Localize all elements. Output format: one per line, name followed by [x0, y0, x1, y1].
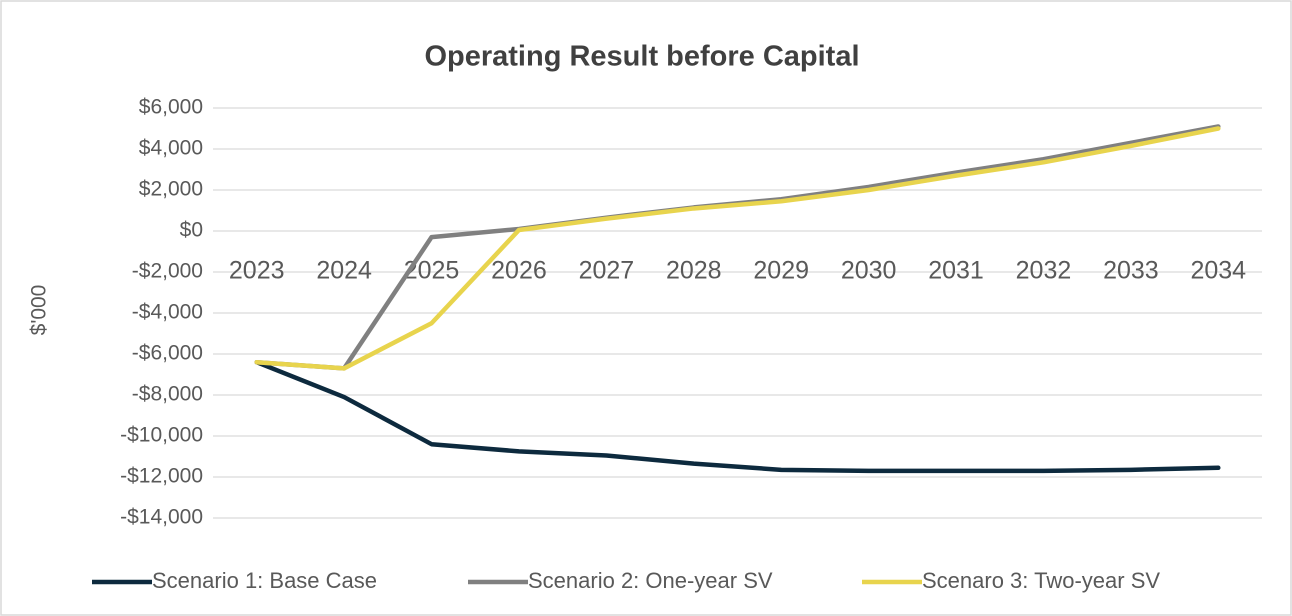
legend-label: Scenaro 3: Two-year SV: [922, 568, 1160, 593]
x-tick-label: 2027: [579, 257, 635, 285]
x-tick-label: 2024: [316, 257, 372, 285]
y-tick-label: $4,000: [139, 137, 203, 160]
x-tick-label: 2034: [1190, 257, 1246, 285]
y-tick-label: $0: [180, 219, 203, 242]
series-line: [254, 126, 1221, 371]
x-tick-label: 2033: [1103, 257, 1159, 285]
legend-label: Scenario 1: Base Case: [152, 568, 377, 593]
y-tick-label: -$4,000: [132, 301, 203, 324]
y-tick-label: $2,000: [139, 178, 203, 201]
y-tick-label: -$14,000: [120, 506, 203, 529]
y-tick-label: -$10,000: [120, 424, 203, 447]
x-tick-label: 2023: [229, 257, 285, 285]
chart-title: Operating Result before Capital: [424, 41, 859, 73]
y-axis-label: $'000: [28, 285, 51, 336]
y-tick-label: -$2,000: [132, 260, 203, 283]
y-tick-label: -$6,000: [132, 342, 203, 365]
y-tick-label: -$8,000: [132, 383, 203, 406]
series-line: [254, 359, 1221, 474]
y-tick-label: -$12,000: [120, 465, 203, 488]
x-tick-label: 2026: [491, 257, 547, 285]
x-tick-label: 2025: [404, 257, 460, 285]
x-tick-label: 2028: [666, 257, 722, 285]
y-tick-label: $6,000: [139, 96, 203, 119]
x-tick-label: 2032: [1016, 257, 1072, 285]
x-tick-label: 2030: [841, 257, 897, 285]
x-tick-label: 2031: [928, 257, 984, 285]
x-tick-label: 2029: [753, 257, 809, 285]
legend-label: Scenario 2: One-year SV: [528, 568, 773, 593]
